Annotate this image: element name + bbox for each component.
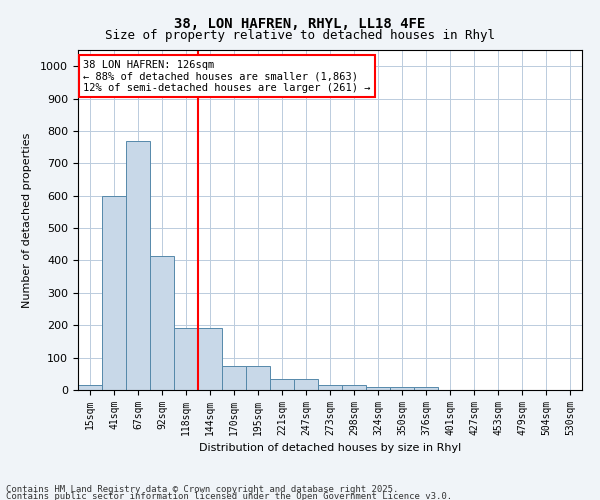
Bar (222, 366, 246, 390)
Y-axis label: Number of detached properties: Number of detached properties (22, 132, 32, 308)
Bar (270, 378, 294, 390)
Text: 38, LON HAFREN, RHYL, LL18 4FE: 38, LON HAFREN, RHYL, LL18 4FE (175, 18, 425, 32)
Text: 38 LON HAFREN: 126sqm
← 88% of detached houses are smaller (1,863)
12% of semi-d: 38 LON HAFREN: 126sqm ← 88% of detached … (83, 60, 371, 93)
Bar (342, 385, 366, 390)
Bar (414, 387, 438, 390)
Text: Size of property relative to detached houses in Rhyl: Size of property relative to detached ho… (105, 29, 495, 42)
Bar (198, 328, 222, 390)
Bar (390, 387, 414, 390)
X-axis label: Distribution of detached houses by size in Rhyl: Distribution of detached houses by size … (199, 444, 461, 454)
Bar (102, 196, 126, 390)
Bar (318, 385, 342, 390)
Bar (174, 328, 198, 390)
Bar (150, 256, 174, 390)
Bar (366, 387, 390, 390)
Bar (126, 140, 150, 390)
Bar (78, 385, 102, 390)
Bar (294, 378, 318, 390)
Bar (246, 366, 270, 390)
Text: Contains public sector information licensed under the Open Government Licence v3: Contains public sector information licen… (6, 492, 452, 500)
Text: Contains HM Land Registry data © Crown copyright and database right 2025.: Contains HM Land Registry data © Crown c… (6, 486, 398, 494)
